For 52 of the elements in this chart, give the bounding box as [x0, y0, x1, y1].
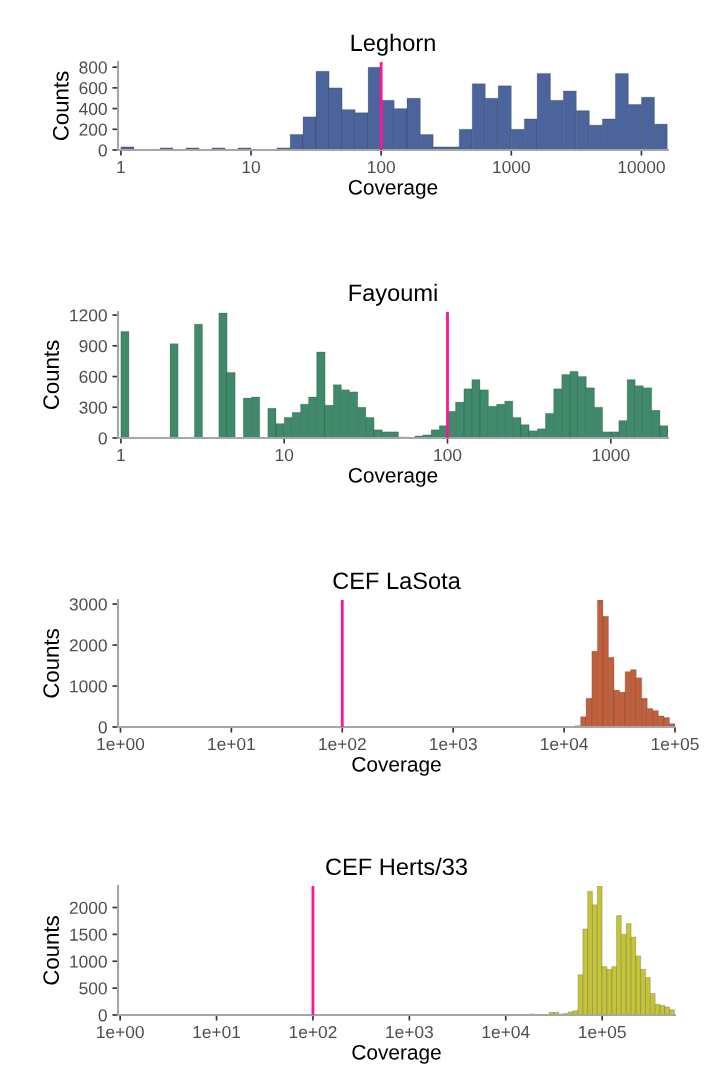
y-tick-label: 400 [79, 102, 107, 116]
chart-title: CEF Herts/33 [326, 857, 467, 876]
x-tick-label: 1e+02 [289, 1025, 337, 1039]
y-tick-label: 0 [98, 432, 107, 445]
y-axis-title: Counts [43, 340, 60, 410]
x-tick-label: 10 [275, 448, 294, 462]
x-tick-label: 1e+00 [97, 737, 145, 751]
y-tick-label: 300 [79, 401, 107, 414]
x-tick-label: 1e+04 [482, 1025, 530, 1039]
y-tick-label: 2000 [69, 639, 107, 652]
x-tick-label: 100 [368, 160, 395, 174]
x-tick-label: 1e+04 [541, 737, 588, 751]
y-tick-label: 500 [79, 982, 107, 995]
y-tick-label: 800 [79, 61, 107, 74]
x-tick-label: 10 [242, 160, 261, 174]
x-axis-title: Coverage [348, 179, 438, 199]
x-tick-label: 1e+05 [651, 737, 699, 751]
chart-title: Leghorn [351, 33, 435, 56]
y-tick-label: 0 [98, 721, 107, 734]
y-axis-title: Counts [43, 916, 60, 985]
y-tick-label: 900 [79, 339, 107, 353]
x-tick-label: 1e+02 [319, 737, 366, 751]
chart-title: Fayoumi [349, 283, 437, 306]
y-tick-label: 1000 [70, 955, 107, 968]
y-tick-label: 200 [79, 123, 107, 136]
x-tick-label: 1e+05 [579, 1025, 626, 1039]
y-tick-label: 1200 [70, 309, 107, 322]
chart-title: CEF LaSota [333, 572, 461, 590]
x-tick-label: 1e+00 [97, 1025, 144, 1039]
x-axis-title: Coverage [348, 467, 438, 487]
y-axis-title: Counts [43, 629, 60, 698]
x-tick-label: 1e+03 [430, 737, 477, 751]
x-tick-label: 1 [117, 449, 125, 461]
x-tick-label: 1e+01 [208, 737, 255, 751]
y-tick-label: 600 [79, 82, 107, 95]
y-tick-label: 600 [79, 370, 107, 383]
x-tick-label: 1000 [493, 160, 530, 174]
x-tick-label: 1 [117, 161, 125, 173]
y-tick-label: 1500 [70, 928, 107, 941]
x-tick-label: 100 [434, 448, 462, 462]
x-tick-label: 1e+03 [386, 1025, 433, 1039]
x-tick-label: 10000 [618, 160, 665, 174]
x-tick-label: 1e+01 [193, 1025, 241, 1039]
y-tick-label: 0 [98, 1009, 107, 1022]
x-tick-label: 1000 [592, 448, 630, 462]
x-axis-title: Coverage [352, 756, 441, 776]
y-tick-label: 1000 [70, 680, 107, 693]
x-axis-title: Coverage [352, 1044, 441, 1064]
y-tick-label: 0 [98, 144, 107, 157]
y-tick-label: 3000 [69, 598, 107, 611]
y-axis-title: Counts [52, 71, 69, 141]
y-tick-label: 2000 [69, 901, 107, 914]
